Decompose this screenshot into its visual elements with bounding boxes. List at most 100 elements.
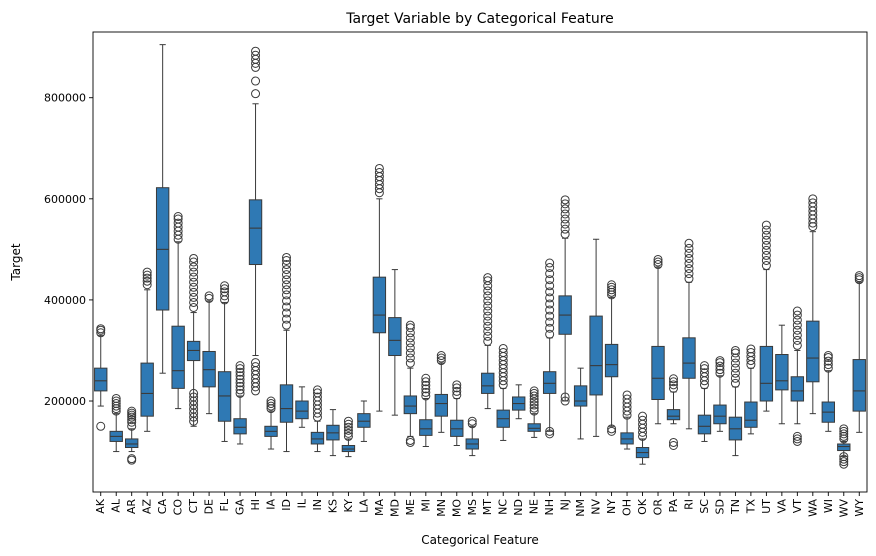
x-tick-label: PA xyxy=(667,499,680,513)
outlier-point xyxy=(483,316,493,326)
outlier-point xyxy=(823,351,833,361)
x-tick-label: OH xyxy=(621,499,634,516)
x-tick-label: NM xyxy=(574,499,587,517)
outlier-point xyxy=(699,361,709,371)
y-tick-label: 400000 xyxy=(44,294,86,307)
x-tick-label: AL xyxy=(110,498,123,513)
outlier-point xyxy=(545,281,555,291)
outlier-point xyxy=(545,293,555,303)
box-VT xyxy=(790,306,805,446)
box-NE xyxy=(527,386,541,438)
outlier-point xyxy=(730,345,740,355)
outlier-point xyxy=(483,331,493,341)
outlier-point xyxy=(282,275,291,285)
x-tick-label: MN xyxy=(435,499,448,517)
outlier-point xyxy=(560,392,570,402)
outlier-point xyxy=(653,257,663,267)
box-KY xyxy=(341,416,356,458)
outlier-point xyxy=(127,406,137,416)
outlier-point xyxy=(761,250,771,260)
outlier-point xyxy=(405,353,415,363)
outlier-point xyxy=(452,386,462,396)
outlier-point xyxy=(498,343,508,353)
box-MS xyxy=(465,416,479,457)
outlier-point xyxy=(761,255,771,265)
outlier-point xyxy=(792,335,802,345)
box-TX xyxy=(744,344,758,435)
box-MT xyxy=(481,273,495,410)
box-NC xyxy=(496,343,510,441)
outlier-point xyxy=(638,411,648,421)
outlier-point xyxy=(854,273,864,283)
iqr-box xyxy=(852,359,866,412)
outlier-point xyxy=(498,347,508,357)
iqr-box xyxy=(666,409,681,421)
iqr-box xyxy=(125,438,139,449)
x-tick-label: IA xyxy=(265,499,278,510)
outlier-point xyxy=(235,378,245,388)
outlier-point xyxy=(684,238,694,248)
outlier-point xyxy=(699,364,709,374)
outlier-point xyxy=(96,421,106,431)
outlier-point xyxy=(282,302,291,312)
outlier-point xyxy=(173,212,183,222)
x-tick-label: IL xyxy=(295,498,308,508)
x-tick-label: FL xyxy=(218,498,231,511)
outlier-point xyxy=(189,277,199,287)
outlier-point xyxy=(715,356,725,366)
box-IL xyxy=(295,386,309,428)
x-tick-label: KY xyxy=(342,499,355,513)
outlier-point xyxy=(421,387,431,397)
box-MN xyxy=(434,351,448,433)
outlier-point xyxy=(730,368,740,378)
outlier-point xyxy=(483,336,493,346)
outlier-point xyxy=(545,299,555,309)
outlier-point xyxy=(220,291,230,301)
outlier-point xyxy=(839,426,849,436)
x-tick-label: IN xyxy=(311,499,324,510)
outlier-point xyxy=(127,417,137,427)
x-tick-label: MI xyxy=(419,499,432,512)
box-SC xyxy=(697,361,712,442)
outlier-point xyxy=(560,396,570,406)
outlier-point xyxy=(761,235,771,245)
outlier-point xyxy=(746,347,756,357)
iqr-box xyxy=(604,343,619,378)
outlier-point xyxy=(343,419,353,429)
outlier-point xyxy=(343,431,353,441)
iqr-box xyxy=(790,376,805,402)
outlier-point xyxy=(529,403,539,413)
outlier-point xyxy=(235,371,245,381)
outlier-point xyxy=(235,381,245,391)
y-tick-label: 600000 xyxy=(44,193,86,206)
iqr-box xyxy=(419,419,433,436)
iqr-box xyxy=(233,418,247,435)
box-KS xyxy=(326,409,340,457)
outlier-point xyxy=(374,168,384,178)
x-tick-label: TN xyxy=(729,499,742,515)
x-tick-label: MS xyxy=(466,499,479,515)
x-tick-label: MO xyxy=(450,499,463,517)
box-ND xyxy=(512,384,526,420)
outlier-point xyxy=(483,301,493,311)
x-tick-label: AR xyxy=(125,499,138,515)
iqr-box xyxy=(573,385,588,407)
x-tick-label: CT xyxy=(187,499,200,514)
outlier-point xyxy=(560,229,570,239)
outlier-point xyxy=(235,385,245,395)
box-NV xyxy=(589,238,603,437)
box-CA xyxy=(155,44,170,374)
box-AK xyxy=(94,324,108,431)
outlier-point xyxy=(405,435,415,445)
outlier-point xyxy=(792,340,802,350)
outlier-point xyxy=(282,290,291,300)
outlier-point xyxy=(282,280,291,290)
outlier-point xyxy=(823,363,833,373)
x-tick-label: DE xyxy=(203,499,216,514)
outlier-point xyxy=(529,397,539,407)
box-MA xyxy=(372,163,387,412)
x-tick-label: AZ xyxy=(141,499,154,515)
outlier-point xyxy=(189,272,199,282)
outlier-point xyxy=(142,267,152,277)
